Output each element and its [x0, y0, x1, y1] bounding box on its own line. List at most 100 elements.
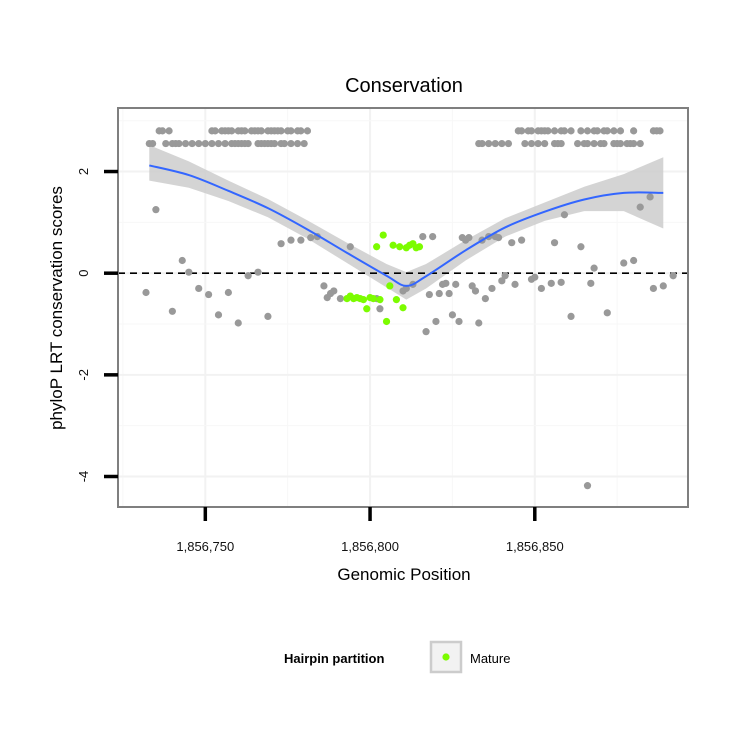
other-point — [185, 268, 193, 276]
mature-point — [396, 243, 404, 251]
other-point — [297, 127, 305, 135]
other-point — [498, 277, 506, 285]
other-point — [277, 127, 285, 135]
other-point — [630, 127, 638, 135]
other-point — [669, 272, 677, 280]
chart-title: Conservation — [345, 75, 463, 97]
x-tick-label: 1,856,750 — [176, 539, 234, 554]
other-point — [205, 290, 213, 299]
other-point — [481, 295, 489, 303]
other-point — [649, 284, 658, 293]
other-point — [574, 139, 582, 148]
other-point — [557, 278, 565, 286]
other-point — [300, 139, 308, 148]
other-point — [188, 139, 196, 148]
other-point — [158, 127, 167, 135]
other-point — [280, 139, 288, 148]
other-point — [577, 243, 585, 251]
other-point — [214, 139, 223, 148]
other-point — [557, 139, 565, 148]
other-point — [527, 139, 536, 148]
other-point — [287, 139, 295, 148]
other-point — [264, 312, 272, 320]
other-point — [293, 139, 302, 148]
other-point — [221, 139, 229, 148]
x-tick-label: 1,856,850 — [506, 539, 564, 554]
other-point — [567, 127, 575, 135]
other-point — [494, 234, 503, 242]
other-point — [603, 309, 611, 317]
other-point — [501, 272, 509, 280]
other-point — [630, 256, 638, 265]
other-point — [498, 139, 506, 148]
mature-point — [389, 241, 397, 249]
other-point — [577, 127, 585, 135]
other-point — [471, 287, 480, 295]
other-point — [244, 272, 252, 280]
other-point — [488, 284, 496, 293]
other-point — [346, 243, 354, 251]
other-point — [320, 282, 328, 290]
other-point — [593, 127, 601, 135]
mature-point — [363, 305, 371, 313]
other-point — [175, 139, 183, 148]
other-point — [442, 279, 450, 287]
other-point — [303, 127, 312, 135]
other-point — [659, 282, 667, 290]
legend: Hairpin partition Mature — [284, 640, 510, 674]
other-point — [448, 311, 457, 319]
other-point — [491, 139, 499, 148]
x-axis: 1,856,750 1,856,800 1,856,850 — [176, 507, 564, 554]
other-point — [148, 139, 157, 148]
other-point — [432, 317, 440, 326]
other-point — [257, 127, 265, 135]
other-point — [152, 206, 160, 214]
x-axis-label: Genomic Position — [337, 565, 470, 584]
other-point — [567, 312, 575, 320]
other-point — [201, 139, 209, 148]
other-point — [560, 127, 569, 135]
other-point — [425, 290, 433, 299]
other-point — [287, 236, 295, 244]
legend-label-mature: Mature — [470, 651, 510, 666]
other-point — [478, 139, 486, 148]
other-point — [234, 319, 242, 327]
legend-mature-marker — [442, 653, 450, 661]
other-point — [376, 305, 384, 313]
x-tick-label: 1,856,800 — [341, 539, 399, 554]
plot-frame — [117, 107, 689, 508]
mature-point — [369, 295, 377, 303]
other-point — [419, 232, 427, 241]
other-point — [600, 139, 608, 148]
mature-point — [399, 304, 407, 312]
other-point — [590, 264, 598, 272]
other-point — [307, 234, 315, 242]
other-point — [636, 203, 644, 211]
other-point — [195, 284, 203, 293]
other-point — [636, 139, 644, 148]
other-point — [475, 319, 483, 327]
other-point — [270, 139, 279, 148]
other-point — [518, 127, 526, 135]
other-point — [211, 127, 219, 135]
other-point — [181, 139, 190, 148]
other-point — [583, 482, 592, 490]
y-tick-label: 0 — [76, 270, 91, 277]
other-point — [429, 232, 437, 241]
other-point — [616, 127, 625, 135]
other-point — [534, 139, 542, 148]
mature-point — [376, 296, 384, 304]
mature-point — [379, 231, 387, 239]
other-point — [518, 236, 526, 244]
mature-point — [386, 282, 394, 290]
y-tick-label: -4 — [76, 471, 91, 483]
y-tick-label: -2 — [76, 369, 91, 381]
other-point — [455, 317, 463, 326]
other-point — [603, 127, 611, 135]
other-point — [277, 240, 285, 248]
other-point — [468, 282, 476, 290]
other-point — [511, 280, 519, 288]
other-point — [541, 139, 549, 148]
other-point — [521, 139, 529, 148]
